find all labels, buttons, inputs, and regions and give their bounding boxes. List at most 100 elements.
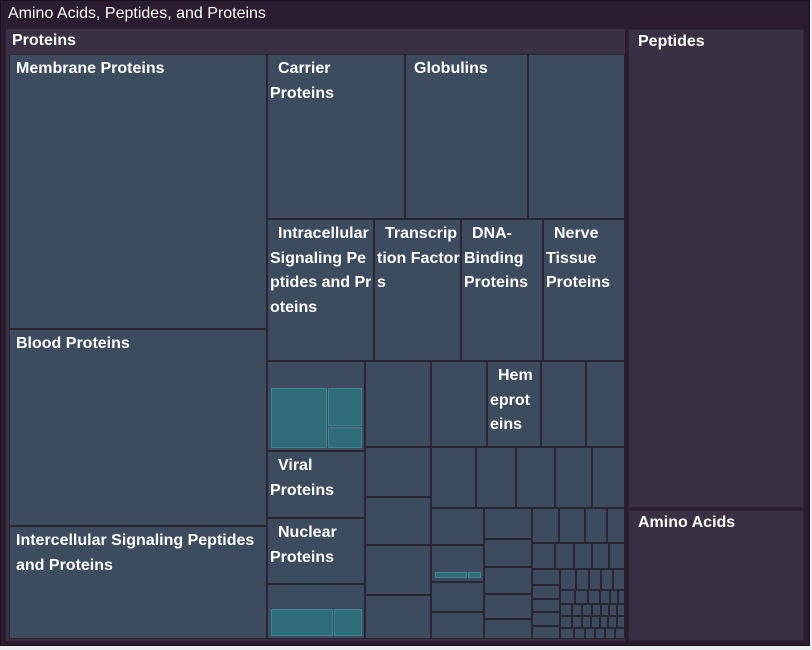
cell-unlabeled[interactable] <box>365 545 431 595</box>
cell-unlabeled[interactable] <box>516 447 555 508</box>
cell-blood-proteins[interactable]: Blood Proteins <box>9 329 267 526</box>
cell-label: Nuclear Proteins <box>270 524 337 566</box>
cell-teal-block-b[interactable] <box>267 584 365 639</box>
cell-unlabeled-a[interactable] <box>528 54 625 219</box>
cell-unlabeled[interactable] <box>586 361 625 447</box>
teal-subcell <box>271 609 333 636</box>
cell-unlabeled[interactable] <box>484 508 532 539</box>
cell-unlabeled[interactable] <box>592 447 625 508</box>
cell-unlabeled[interactable] <box>585 508 607 543</box>
cell-teal-block-a[interactable] <box>267 361 365 451</box>
cell-dna-binding-proteins[interactable]: DNA-Binding Proteins <box>461 219 543 361</box>
cell-unlabeled[interactable] <box>555 543 574 569</box>
cell-unlabeled[interactable] <box>484 619 532 639</box>
cell-unlabeled[interactable] <box>600 590 610 604</box>
group-amino-acids[interactable]: Amino Acids <box>628 510 804 641</box>
cell-label: Hemeproteins <box>490 367 533 433</box>
cell-viral-proteins[interactable]: Viral Proteins <box>267 451 365 518</box>
cell-unlabeled[interactable] <box>532 508 559 543</box>
cell-unlabeled[interactable] <box>576 569 589 590</box>
cell-unlabeled[interactable] <box>574 628 585 639</box>
treemap-title: Amino Acids, Peptides, and Proteins <box>8 5 266 22</box>
cell-unlabeled[interactable] <box>532 612 560 626</box>
cell-unlabeled[interactable] <box>592 543 609 569</box>
cell-unlabeled[interactable] <box>605 628 615 639</box>
cell-unlabeled[interactable] <box>575 590 588 604</box>
cell-unlabeled[interactable] <box>591 616 600 628</box>
cell-unlabeled[interactable] <box>365 497 431 545</box>
cell-unlabeled[interactable] <box>582 616 591 628</box>
cell-hemeproteins[interactable]: Hemeproteins <box>487 361 541 447</box>
teal-subcell <box>328 388 362 426</box>
cell-unlabeled[interactable] <box>484 594 532 619</box>
cell-unlabeled[interactable] <box>613 569 625 590</box>
cell-unlabeled[interactable] <box>588 590 600 604</box>
cell-unlabeled[interactable] <box>484 539 532 567</box>
cell-transcription-factors[interactable]: Transcription Factors <box>374 219 461 361</box>
cell-unlabeled[interactable] <box>365 361 431 447</box>
cell-unlabeled[interactable] <box>601 569 613 590</box>
cell-unlabeled[interactable] <box>532 599 560 612</box>
cell-carrier-proteins[interactable]: Carrier Proteins <box>267 54 405 219</box>
cell-unlabeled[interactable] <box>607 508 625 543</box>
cell-unlabeled[interactable] <box>608 616 617 628</box>
cell-unlabeled[interactable] <box>592 604 601 616</box>
teal-subcell <box>468 572 481 578</box>
cell-unlabeled[interactable] <box>431 582 484 612</box>
cell-unlabeled[interactable] <box>532 626 560 639</box>
cell-unlabeled[interactable] <box>431 447 476 508</box>
group-peptides[interactable]: Peptides <box>628 29 804 508</box>
group-label-amino-acids: Amino Acids <box>638 514 736 531</box>
cell-unlabeled[interactable] <box>431 508 484 545</box>
cell-unlabeled[interactable] <box>365 447 431 497</box>
cell-unlabeled[interactable] <box>431 361 487 447</box>
cell-label: Globulins <box>414 60 488 77</box>
cell-globulins[interactable]: Globulins <box>405 54 528 219</box>
cell-unlabeled[interactable] <box>560 628 574 639</box>
cell-unlabeled[interactable] <box>572 604 582 616</box>
cell-unlabeled[interactable] <box>617 604 625 616</box>
cell-unlabeled[interactable] <box>532 585 560 599</box>
cell-label: Nerve Tissue Proteins <box>546 225 611 291</box>
cell-unlabeled[interactable] <box>484 567 532 594</box>
cell-unlabeled[interactable] <box>559 508 585 543</box>
cell-unlabeled[interactable] <box>532 543 555 569</box>
cell-unlabeled[interactable] <box>609 543 625 569</box>
cell-unlabeled[interactable] <box>541 361 586 447</box>
teal-subcell <box>271 388 327 448</box>
cell-unlabeled[interactable] <box>582 604 592 616</box>
cell-intercellular-signaling[interactable]: Intercellular Signaling Peptides and Pro… <box>9 526 267 639</box>
cell-unlabeled[interactable] <box>574 543 592 569</box>
cell-unlabeled[interactable] <box>560 569 576 590</box>
teal-subcell <box>334 609 362 636</box>
cell-unlabeled[interactable] <box>617 616 625 628</box>
cell-label: Viral Proteins <box>270 457 335 499</box>
cell-unlabeled[interactable] <box>572 616 582 628</box>
cell-unlabeled[interactable] <box>618 590 625 604</box>
cell-unlabeled[interactable] <box>365 595 431 639</box>
cell-intracellular-signaling[interactable]: Intracellular Signaling Peptides and Pro… <box>267 219 374 361</box>
cell-unlabeled[interactable] <box>431 612 484 639</box>
cell-unlabeled[interactable] <box>560 604 572 616</box>
cell-unlabeled[interactable] <box>610 590 618 604</box>
cell-nuclear-proteins[interactable]: Nuclear Proteins <box>267 518 365 584</box>
cell-membrane-proteins[interactable]: Membrane Proteins <box>9 54 267 329</box>
cell-unlabeled[interactable] <box>555 447 592 508</box>
cell-unlabeled[interactable] <box>532 569 560 585</box>
cell-unlabeled[interactable] <box>609 604 617 616</box>
group-label-proteins: Proteins <box>12 32 77 49</box>
cell-unlabeled[interactable] <box>560 616 572 628</box>
cell-unlabeled[interactable] <box>600 616 608 628</box>
cell-teal-strip[interactable] <box>431 545 484 582</box>
cell-nerve-tissue-proteins[interactable]: Nerve Tissue Proteins <box>543 219 625 361</box>
cell-unlabeled[interactable] <box>476 447 516 508</box>
cell-unlabeled[interactable] <box>585 628 595 639</box>
cell-unlabeled[interactable] <box>560 590 575 604</box>
cell-unlabeled[interactable] <box>601 604 609 616</box>
cell-unlabeled[interactable] <box>589 569 601 590</box>
cell-label: Transcription Factors <box>377 225 460 291</box>
cell-label: Membrane Proteins <box>16 60 165 77</box>
cell-unlabeled[interactable] <box>595 628 605 639</box>
cell-unlabeled[interactable] <box>615 628 625 639</box>
